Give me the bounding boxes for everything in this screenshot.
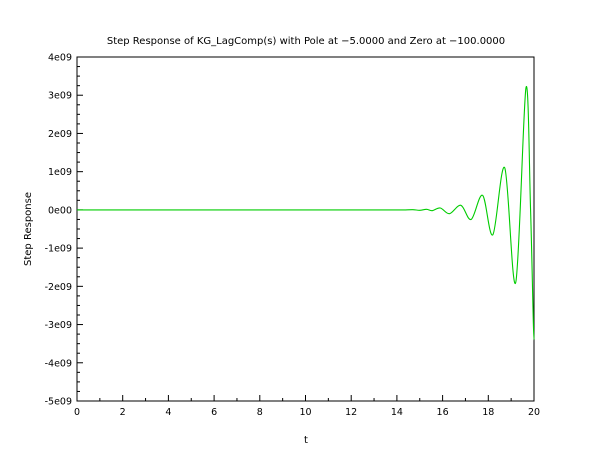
series-layer bbox=[77, 86, 535, 341]
x-tick-label: 0 bbox=[74, 407, 80, 418]
x-tick-label: 6 bbox=[211, 407, 217, 418]
y-tick-label: -5e09 bbox=[45, 397, 72, 408]
x-tick-label: 10 bbox=[299, 407, 311, 418]
y-tick-label: -2e09 bbox=[45, 282, 72, 293]
x-axis-label: t bbox=[304, 435, 308, 446]
chart-title: Step Response of KG_LagComp(s) with Pole… bbox=[107, 36, 505, 47]
x-tick-label: 2 bbox=[120, 407, 126, 418]
y-tick-label: 0e00 bbox=[48, 205, 72, 216]
y-tick-label: 3e09 bbox=[48, 91, 72, 102]
y-tick-label: -4e09 bbox=[45, 358, 72, 369]
x-tick-label: 8 bbox=[257, 407, 263, 418]
series-line bbox=[77, 86, 535, 341]
x-tick-label: 16 bbox=[437, 407, 449, 418]
x-tick-label: 14 bbox=[391, 407, 403, 418]
axis-ticks: 0 2 4 6 8 10 12 14 16 18 20 -5e09 -4e09 -3e09 -2e09 -1e… bbox=[45, 53, 540, 419]
x-tick-label: 18 bbox=[482, 407, 494, 418]
y-tick-label: 4e09 bbox=[48, 53, 72, 64]
x-tick-label: 4 bbox=[165, 407, 171, 418]
y-tick-label: -3e09 bbox=[45, 320, 72, 331]
y-tick-label: 2e09 bbox=[48, 129, 72, 140]
x-tick-label: 20 bbox=[528, 407, 540, 418]
y-tick-label: 1e09 bbox=[48, 167, 72, 178]
y-tick-label: -1e09 bbox=[45, 244, 72, 255]
x-tick-label: 12 bbox=[345, 407, 357, 418]
y-axis-label: Step Response bbox=[23, 192, 34, 266]
